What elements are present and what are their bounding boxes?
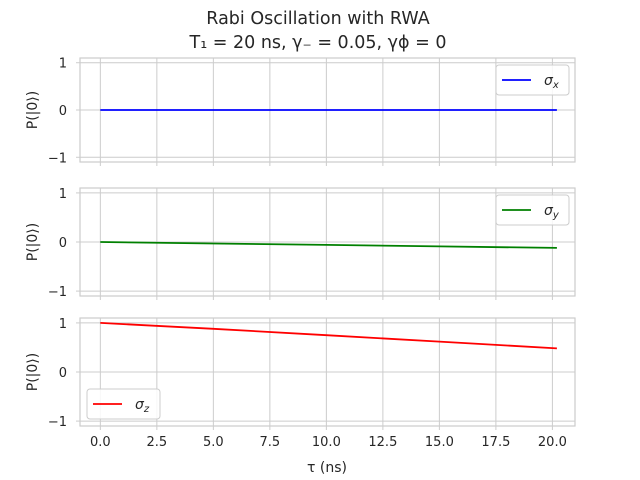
y-tick-label: 0 <box>59 366 67 381</box>
y-axis-label: P(|0⟩) <box>25 91 41 129</box>
plot-frame <box>79 57 576 163</box>
legend: σz <box>86 388 161 420</box>
x-tick-label: 7.5 <box>260 435 281 450</box>
x-tick-label: 17.5 <box>481 435 510 450</box>
legend-box <box>495 194 570 226</box>
y-axis-label: P(|0⟩) <box>25 223 41 261</box>
x-tick-label: 0.0 <box>90 435 111 450</box>
legend: σx <box>495 64 570 96</box>
y-tick-label: 1 <box>59 317 67 332</box>
y-axis-label: P(|0⟩) <box>25 353 41 391</box>
y-tick-label: −1 <box>48 415 67 430</box>
x-tick-label: 15.0 <box>425 435 454 450</box>
plot-frame <box>79 187 576 297</box>
series-line-σz <box>100 322 557 350</box>
x-tick-label: 5.0 <box>203 435 224 450</box>
legend: σy <box>495 194 570 226</box>
subplot-1: −1 0 1 P(|0⟩) σx <box>25 57 576 166</box>
y-tick-label: −1 <box>48 285 67 300</box>
subplot-2: −1 0 1 P(|0⟩) σy <box>25 187 576 300</box>
y-tick-label: 0 <box>59 104 67 119</box>
y-tick-label: 1 <box>59 187 67 202</box>
x-tick-label: 20.0 <box>538 435 567 450</box>
x-tick-label: 10.0 <box>312 435 341 450</box>
series-line-σy <box>100 241 557 249</box>
x-axis-label: τ (ns) <box>307 460 347 476</box>
legend-box <box>86 388 161 420</box>
x-tick-label: 2.5 <box>147 435 168 450</box>
chart-title-line-2: T₁ = 20 ns, γ₋ = 0.05, γϕ = 0 <box>189 33 447 53</box>
plot-frame <box>79 317 576 427</box>
chart-title-line-1: Rabi Oscillation with RWA <box>206 9 429 29</box>
y-tick-label: 0 <box>59 236 67 251</box>
y-tick-label: −1 <box>48 151 67 166</box>
x-tick-label: 12.5 <box>368 435 397 450</box>
y-tick-label: 1 <box>59 57 67 72</box>
legend-box <box>495 64 570 96</box>
subplot-3: 0.0 2.5 5.0 7.5 10.0 12.5 15.0 17.5 20.0 −1 0 1 P(|0… <box>25 317 576 450</box>
